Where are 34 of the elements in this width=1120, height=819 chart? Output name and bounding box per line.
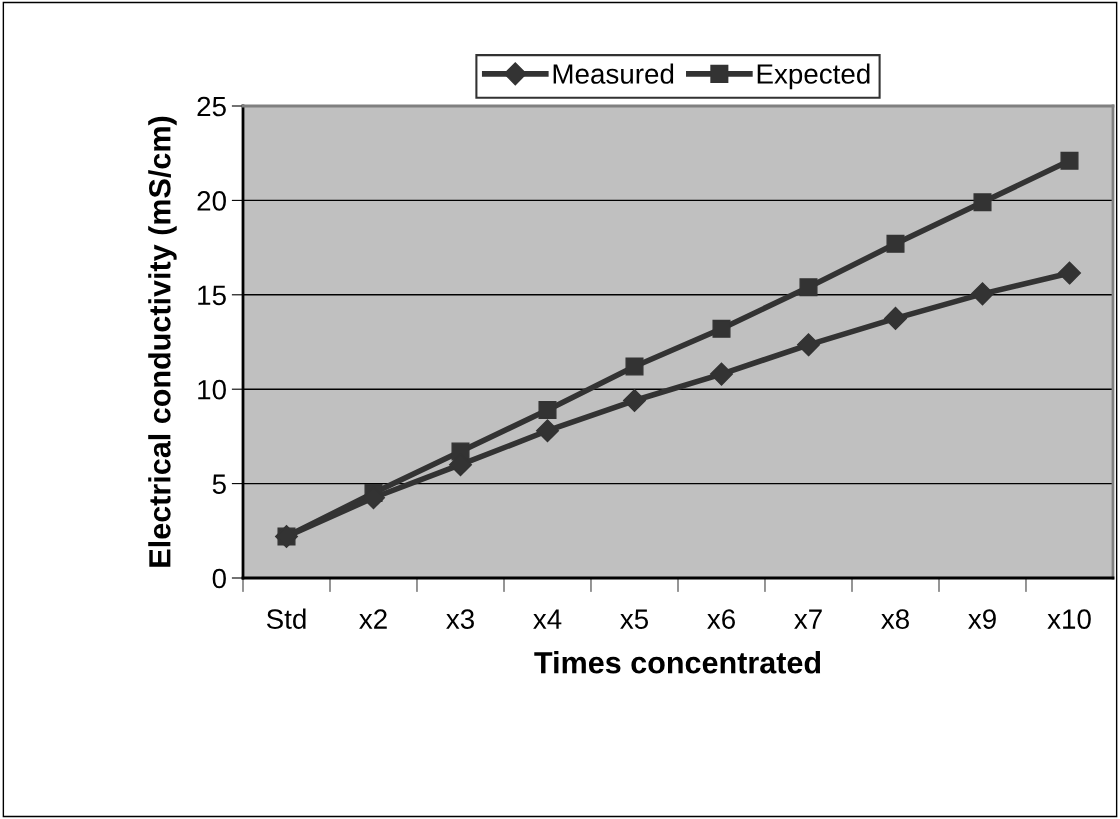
x-tick-label: Std: [266, 608, 306, 629]
y-tick-label: 10: [198, 379, 226, 400]
y-tick-label: 0: [212, 568, 226, 589]
point: [538, 400, 557, 419]
legend-label: Expected: [757, 63, 870, 90]
point: [797, 333, 820, 357]
x-tick-label: x10: [1047, 609, 1091, 629]
y-tick-label: 15: [198, 285, 226, 306]
point: [973, 193, 992, 212]
y-tick-label: 20: [197, 191, 226, 211]
point: [799, 278, 818, 297]
point: [623, 389, 646, 413]
x-axis-title: Times concentrated: [534, 651, 821, 674]
x-tick-label: x9: [968, 609, 996, 629]
x-tick-label: x8: [881, 609, 909, 629]
legend-label: Measured: [553, 63, 674, 84]
point: [971, 282, 994, 306]
point: [884, 306, 907, 330]
x-tick-label: x5: [620, 609, 648, 629]
y-tick-label: 25: [197, 96, 226, 117]
point: [710, 362, 733, 386]
point: [1058, 261, 1081, 285]
point: [625, 357, 644, 376]
x-tick-label: x4: [533, 609, 562, 629]
y-axis-title: Electrical conductivity (mS/cm): [148, 116, 177, 567]
point: [886, 234, 905, 253]
point: [536, 419, 559, 443]
x-tick-label: x6: [707, 609, 735, 629]
point: [1060, 151, 1079, 170]
x-tick-label: x7: [794, 609, 822, 629]
point: [712, 319, 731, 338]
x-tick-label: x2: [359, 609, 387, 629]
y-tick-label: 5: [212, 474, 226, 494]
x-tick-label: x3: [446, 609, 474, 629]
